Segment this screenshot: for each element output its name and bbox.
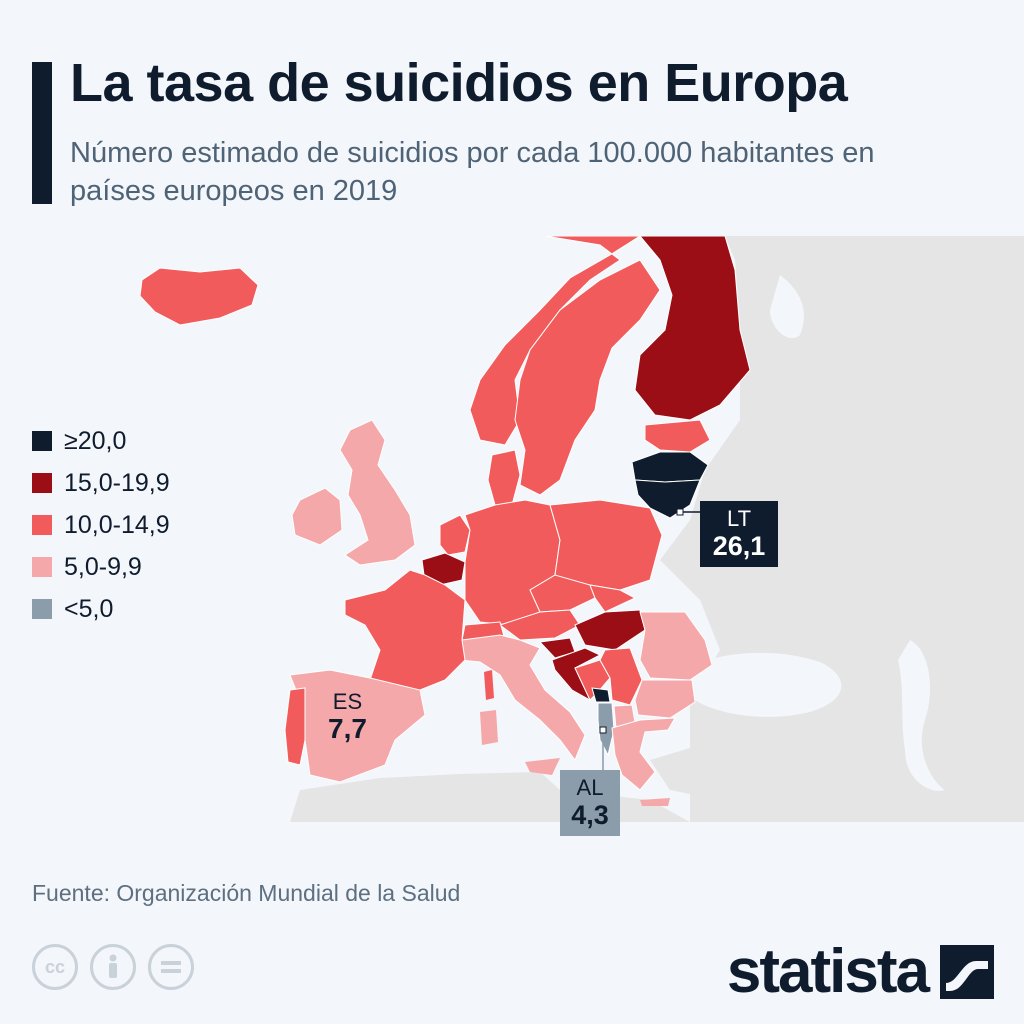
white-sea xyxy=(770,275,804,339)
country-estonia xyxy=(644,419,711,453)
es-callout: ES 7,7 xyxy=(328,690,367,744)
country-greece xyxy=(611,717,676,791)
legend: ≥20,0 15,0-19,9 10,0-14,9 5,0-9,9 <5,0 xyxy=(32,420,170,630)
caspian-sea xyxy=(898,640,945,791)
country-hungary xyxy=(574,609,646,651)
legend-swatch xyxy=(32,557,52,577)
country-finland xyxy=(634,236,751,421)
lt-callout: LT 26,1 xyxy=(700,501,778,567)
legend-swatch xyxy=(32,431,52,451)
legend-label: 10,0-14,9 xyxy=(64,510,170,539)
country-italy-sardinia xyxy=(480,710,498,745)
country-portugal xyxy=(284,687,306,766)
lt-value: 26,1 xyxy=(712,531,766,561)
legend-swatch xyxy=(32,599,52,619)
country-slovakia xyxy=(589,584,637,613)
legend-item: 10,0-14,9 xyxy=(32,504,170,546)
country-serbia xyxy=(599,647,643,706)
country-france xyxy=(344,569,466,691)
country-sweden xyxy=(514,259,661,496)
country-norway xyxy=(469,236,641,446)
legend-item: 5,0-9,9 xyxy=(32,546,170,588)
license-icons: cc xyxy=(32,944,206,990)
title-accent-bar xyxy=(32,62,52,204)
legend-swatch xyxy=(32,515,52,535)
black-sea xyxy=(690,652,842,717)
chart-subtitle: Número estimado de suicidios por cada 10… xyxy=(70,137,875,207)
country-greece-crete xyxy=(640,798,670,806)
legend-label: ≥20,0 xyxy=(64,426,127,455)
country-italy xyxy=(459,634,586,762)
country-netherlands xyxy=(439,514,471,556)
statista-logo-icon xyxy=(940,944,994,999)
legend-item: ≥20,0 xyxy=(32,420,170,462)
country-denmark xyxy=(487,449,521,506)
brand-name: statista xyxy=(726,937,930,1006)
legend-item: 15,0-19,9 xyxy=(32,462,170,504)
statista-logo[interactable]: statista xyxy=(727,936,994,1007)
country-poland xyxy=(549,499,663,591)
legend-swatch xyxy=(32,473,52,493)
legend-label: 15,0-19,9 xyxy=(64,468,170,497)
country-italy-sicily xyxy=(525,758,560,775)
al-value: 4,3 xyxy=(571,800,609,830)
cc-icon[interactable]: cc xyxy=(32,944,78,990)
es-code: ES xyxy=(332,689,363,714)
country-montenegro xyxy=(591,687,611,703)
chart-title: La tasa de suicidios en Europa xyxy=(70,53,848,113)
country-uk xyxy=(339,419,416,566)
europe-map xyxy=(139,236,1024,822)
country-iceland xyxy=(139,267,259,326)
al-callout: AL 4,3 xyxy=(560,770,620,836)
al-code: AL xyxy=(576,775,604,800)
source-note: Fuente: Organización Mundial de la Salud xyxy=(32,880,461,906)
country-romania xyxy=(639,611,713,681)
lt-marker xyxy=(676,508,684,516)
country-france-corsica xyxy=(484,670,494,700)
turkey-region xyxy=(650,740,980,810)
al-marker xyxy=(599,726,607,734)
attribution-icon[interactable] xyxy=(90,944,136,990)
legend-item: <5,0 xyxy=(32,588,170,630)
country-ireland xyxy=(291,487,343,546)
legend-label: <5,0 xyxy=(64,594,114,623)
country-latvia xyxy=(631,451,709,483)
country-bosnia xyxy=(574,659,611,701)
country-bulgaria xyxy=(634,679,696,719)
no-derivatives-icon[interactable] xyxy=(148,944,194,990)
lt-code: LT xyxy=(726,506,752,531)
es-value: 7,7 xyxy=(328,713,367,744)
legend-label: 5,0-9,9 xyxy=(64,552,142,581)
